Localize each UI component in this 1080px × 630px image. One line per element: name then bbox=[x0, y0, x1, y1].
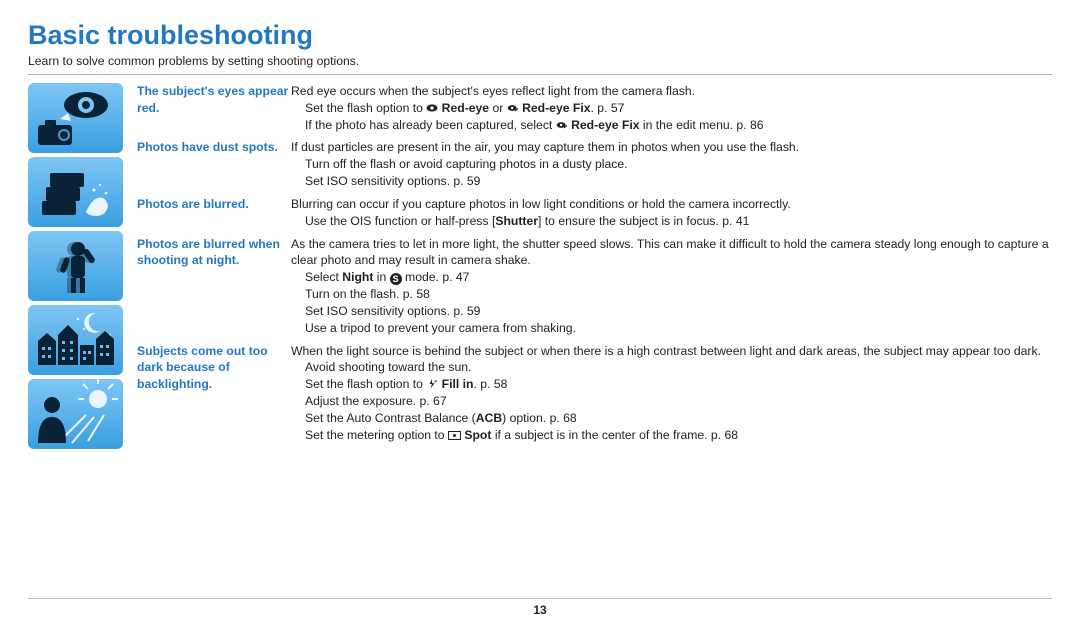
row-text: Set ISO sensitivity options. p. 59 bbox=[291, 173, 1052, 190]
row-description: Red eye occurs when the subject's eyes r… bbox=[291, 83, 1052, 133]
content-columns: The subject's eyes appear red.Red eye oc… bbox=[28, 83, 1052, 450]
row-text: Blurring can occur if you capture photos… bbox=[291, 196, 1052, 213]
row-text: Set the Auto Contrast Balance (ACB) opti… bbox=[291, 410, 1052, 427]
troubleshoot-row: Photos are blurred when shooting at nigh… bbox=[137, 236, 1052, 337]
row-text: As the camera tries to let in more light… bbox=[291, 236, 1052, 270]
illustration-column bbox=[28, 83, 123, 450]
row-text: When the light source is behind the subj… bbox=[291, 343, 1052, 360]
dust-icon bbox=[28, 157, 123, 227]
row-text: If the photo has already been captured, … bbox=[291, 117, 1052, 134]
row-text: Turn on the flash. p. 58 bbox=[291, 286, 1052, 303]
troubleshoot-row: Photos have dust spots.If dust particles… bbox=[137, 139, 1052, 189]
blur-icon bbox=[28, 231, 123, 301]
row-text: Use a tripod to prevent your camera from… bbox=[291, 320, 1052, 337]
svg-text:F: F bbox=[435, 379, 438, 384]
row-description: Blurring can occur if you capture photos… bbox=[291, 196, 1052, 230]
page-subtitle: Learn to solve common problems by settin… bbox=[28, 54, 1052, 75]
row-description: When the light source is behind the subj… bbox=[291, 343, 1052, 444]
backlight-icon bbox=[28, 379, 123, 449]
troubleshoot-row: Photos are blurred.Blurring can occur if… bbox=[137, 196, 1052, 230]
page-number: 13 bbox=[28, 598, 1052, 617]
row-label: Photos are blurred when shooting at nigh… bbox=[137, 236, 291, 270]
row-text: Select Night in S mode. p. 47 bbox=[291, 269, 1052, 286]
row-text: Turn off the flash or avoid capturing ph… bbox=[291, 156, 1052, 173]
redeye-icon bbox=[28, 83, 123, 153]
row-label: The subject's eyes appear red. bbox=[137, 83, 291, 117]
row-label: Subjects come out too dark because of ba… bbox=[137, 343, 291, 393]
row-text: Set the flash option to F Fill in. p. 58 bbox=[291, 376, 1052, 393]
night-icon bbox=[28, 305, 123, 375]
row-text: Red eye occurs when the subject's eyes r… bbox=[291, 83, 1052, 100]
row-label: Photos have dust spots. bbox=[137, 139, 291, 156]
row-text: Set ISO sensitivity options. p. 59 bbox=[291, 303, 1052, 320]
troubleshoot-row: The subject's eyes appear red.Red eye oc… bbox=[137, 83, 1052, 133]
row-text: Set the metering option to Spot if a sub… bbox=[291, 427, 1052, 444]
page-footer: 13 bbox=[0, 598, 1080, 619]
row-text: Set the flash option to Red-eye or Red-e… bbox=[291, 100, 1052, 117]
troubleshooting-rows: The subject's eyes appear red.Red eye oc… bbox=[137, 83, 1052, 450]
row-text: If dust particles are present in the air… bbox=[291, 139, 1052, 156]
row-description: If dust particles are present in the air… bbox=[291, 139, 1052, 189]
row-text: Adjust the exposure. p. 67 bbox=[291, 393, 1052, 410]
row-text: Avoid shooting toward the sun. bbox=[291, 359, 1052, 376]
page-title: Basic troubleshooting bbox=[28, 20, 1052, 51]
row-text: Use the OIS function or half-press [Shut… bbox=[291, 213, 1052, 230]
row-description: As the camera tries to let in more light… bbox=[291, 236, 1052, 337]
troubleshoot-row: Subjects come out too dark because of ba… bbox=[137, 343, 1052, 444]
row-label: Photos are blurred. bbox=[137, 196, 291, 213]
